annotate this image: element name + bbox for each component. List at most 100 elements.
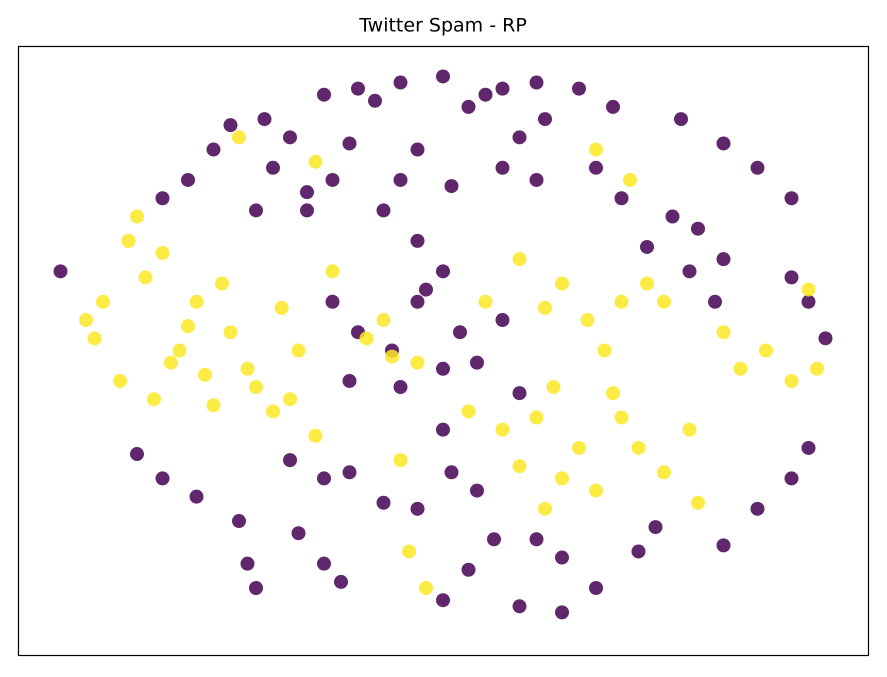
point — [393, 380, 408, 395]
point — [436, 361, 450, 376]
point — [589, 581, 603, 596]
point — [291, 526, 306, 541]
point — [325, 294, 340, 309]
point — [555, 605, 569, 620]
point — [691, 221, 705, 236]
point — [436, 422, 450, 437]
point — [393, 172, 408, 187]
point — [512, 386, 527, 401]
point — [164, 355, 178, 370]
point — [512, 130, 527, 145]
point — [538, 501, 552, 516]
point — [291, 343, 306, 358]
point — [529, 75, 544, 90]
point — [283, 392, 297, 407]
point — [410, 233, 425, 248]
point — [606, 386, 620, 401]
point — [410, 294, 425, 309]
point — [716, 325, 731, 340]
point — [376, 203, 391, 218]
point — [555, 550, 569, 565]
point — [614, 410, 629, 425]
point — [419, 282, 433, 297]
point — [733, 361, 748, 376]
point — [155, 191, 170, 206]
point — [232, 130, 246, 145]
point — [410, 355, 425, 370]
point — [300, 185, 314, 200]
point — [410, 142, 425, 157]
point — [640, 276, 654, 291]
point — [317, 87, 331, 102]
point — [223, 118, 238, 133]
point — [249, 203, 263, 218]
point — [453, 325, 467, 340]
point — [308, 428, 323, 443]
point — [419, 581, 433, 596]
point — [223, 325, 238, 340]
point — [436, 69, 450, 84]
point — [232, 514, 246, 529]
point — [495, 422, 510, 437]
point — [674, 112, 688, 127]
point — [317, 471, 331, 486]
point — [334, 574, 348, 589]
point — [529, 532, 544, 547]
point — [529, 410, 544, 425]
point — [181, 172, 195, 187]
point — [555, 276, 569, 291]
point — [691, 495, 705, 510]
point — [181, 319, 195, 334]
point — [266, 404, 280, 419]
point — [359, 331, 374, 346]
point — [376, 313, 391, 328]
point — [682, 422, 697, 437]
point — [351, 81, 365, 96]
point — [393, 75, 408, 90]
point — [580, 313, 595, 328]
point — [206, 398, 221, 413]
point — [155, 246, 170, 261]
point — [512, 599, 527, 614]
point — [614, 294, 629, 309]
point — [444, 465, 459, 480]
point — [249, 581, 263, 596]
point — [130, 209, 144, 224]
point — [589, 160, 603, 175]
point — [402, 544, 416, 559]
point — [410, 501, 425, 516]
point — [546, 380, 561, 395]
point — [640, 239, 654, 254]
point — [589, 142, 603, 157]
point — [818, 331, 833, 346]
point — [198, 367, 212, 382]
point — [79, 313, 93, 328]
point — [138, 270, 153, 285]
point — [801, 282, 816, 297]
plot-frame — [17, 45, 870, 657]
point — [342, 373, 357, 388]
point — [512, 459, 527, 474]
point — [53, 264, 68, 279]
point — [538, 300, 552, 315]
point — [784, 270, 799, 285]
point — [648, 520, 663, 535]
point — [274, 300, 289, 315]
point — [529, 172, 544, 187]
point — [750, 501, 765, 516]
point — [189, 489, 204, 504]
point — [113, 373, 127, 388]
plot-area — [53, 69, 833, 620]
point — [121, 233, 136, 248]
point — [495, 81, 510, 96]
point — [478, 294, 493, 309]
point — [308, 154, 323, 169]
point — [495, 313, 510, 328]
point — [716, 252, 731, 267]
point — [300, 203, 314, 218]
point — [444, 179, 459, 194]
point — [461, 404, 476, 419]
point — [606, 99, 620, 114]
point — [368, 93, 382, 108]
